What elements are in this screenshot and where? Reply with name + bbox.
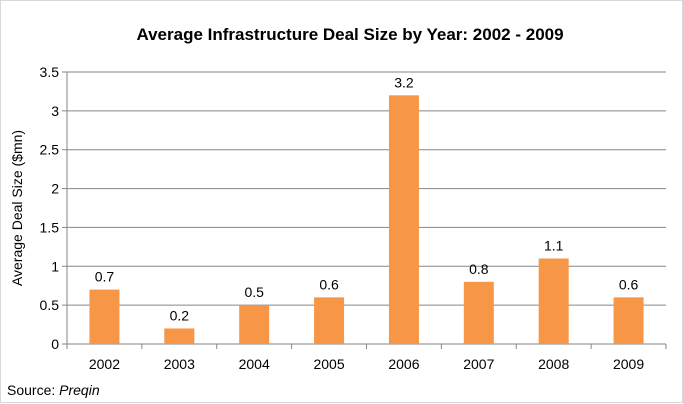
data-label: 0.2 bbox=[170, 307, 190, 323]
source-note: Source: Preqin bbox=[7, 382, 100, 398]
bar bbox=[538, 258, 569, 344]
x-tick-label: 2004 bbox=[239, 356, 270, 372]
x-tick-label: 2009 bbox=[613, 356, 644, 372]
data-label: 1.1 bbox=[544, 238, 564, 254]
y-tick-label: 1.5 bbox=[40, 219, 60, 235]
x-tick-label: 2008 bbox=[538, 356, 569, 372]
data-label: 0.7 bbox=[95, 269, 115, 285]
bar bbox=[89, 289, 120, 344]
chart-title: Average Infrastructure Deal Size by Year… bbox=[136, 25, 563, 44]
y-tick-label: 3.5 bbox=[40, 64, 60, 80]
bar bbox=[164, 328, 195, 344]
source-name: Preqin bbox=[59, 382, 100, 398]
y-tick-label: 2.5 bbox=[40, 142, 60, 158]
data-label: 0.6 bbox=[319, 276, 339, 292]
bar bbox=[314, 297, 345, 344]
data-labels: 0.7 0.2 0.5 0.6 3.2 0.8 1.1 0.6 bbox=[95, 74, 639, 323]
gridlines bbox=[66, 71, 666, 345]
data-label: 0.5 bbox=[244, 284, 264, 300]
x-axis-ticks: 2002 2003 2004 2005 2006 2007 2008 2009 bbox=[66, 344, 667, 372]
x-tick-label: 2005 bbox=[313, 356, 344, 372]
y-axis-ticks: 0 0.5 1 1.5 2 2.5 3 3.5 bbox=[40, 64, 67, 352]
x-tick-label: 2006 bbox=[388, 356, 419, 372]
data-label: 0.8 bbox=[469, 261, 489, 277]
bar bbox=[388, 95, 419, 344]
x-tick-label: 2002 bbox=[89, 356, 120, 372]
bars bbox=[89, 95, 644, 344]
bar bbox=[613, 297, 644, 344]
source-prefix: Source: bbox=[7, 382, 60, 398]
y-tick-label: 0.5 bbox=[40, 297, 60, 313]
y-tick-label: 0 bbox=[51, 336, 59, 352]
x-tick-label: 2007 bbox=[463, 356, 494, 372]
bar bbox=[463, 281, 494, 344]
bar bbox=[239, 305, 270, 344]
x-tick-label: 2003 bbox=[164, 356, 195, 372]
data-label: 0.6 bbox=[619, 276, 639, 292]
y-axis-title: Average Deal Size ($mn) bbox=[9, 130, 25, 286]
data-label: 3.2 bbox=[394, 74, 414, 90]
y-tick-label: 1 bbox=[51, 258, 59, 274]
y-tick-label: 3 bbox=[51, 103, 59, 119]
y-tick-label: 2 bbox=[51, 181, 59, 197]
